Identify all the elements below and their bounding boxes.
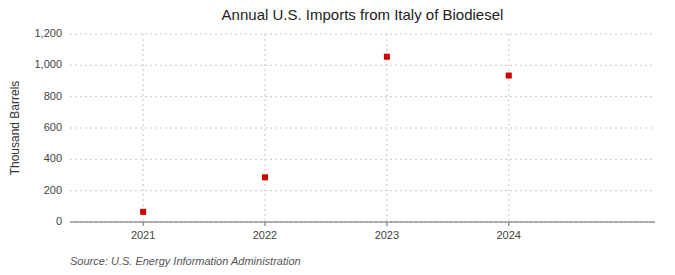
chart: Annual U.S. Imports from Italy of Biodie… [0,0,675,275]
x-tick [508,222,509,226]
y-grid-line [70,65,655,66]
y-grid-line [70,190,655,191]
x-tick [386,222,387,226]
x-tick [143,222,144,226]
x-tick [265,222,266,226]
y-grid-line [70,34,655,35]
point [506,73,512,79]
x-tick-label: 2023 [375,229,399,241]
y-tick-label: 600 [44,121,62,133]
y-grid-line [70,96,655,97]
x-tick-label: 2022 [253,229,277,241]
y-grid-line [70,222,655,223]
y-tick-label: 400 [44,152,62,164]
x-grid-line [508,34,509,222]
title: Annual U.S. Imports from Italy of Biodie… [222,6,504,23]
x-tick-label: 2024 [497,229,521,241]
y-tick-label: 1,000 [34,58,62,70]
y-tick-label: 1,200 [34,27,62,39]
x-grid-line [386,34,387,222]
x-axis-line [70,222,655,223]
grid [70,34,655,222]
x-grid-line [265,34,266,222]
x-grid-line [143,34,144,222]
y-axis-label: Thousand Barrels [8,81,22,176]
point [262,174,268,180]
y-grid-line [70,159,655,160]
point [384,54,390,60]
x-tick-label: 2021 [131,229,155,241]
source-note: Source: U.S. Energy Information Administ… [70,255,301,267]
y-tick-label: 0 [56,215,62,227]
y-grid-line [70,128,655,129]
y-tick-label: 200 [44,184,62,196]
marks [140,54,512,215]
point [140,209,146,215]
y-tick-label: 800 [44,90,62,102]
